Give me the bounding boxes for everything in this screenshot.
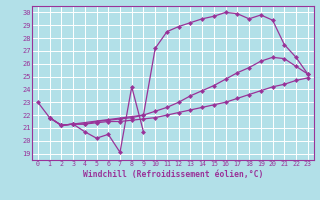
X-axis label: Windchill (Refroidissement éolien,°C): Windchill (Refroidissement éolien,°C) xyxy=(83,170,263,179)
